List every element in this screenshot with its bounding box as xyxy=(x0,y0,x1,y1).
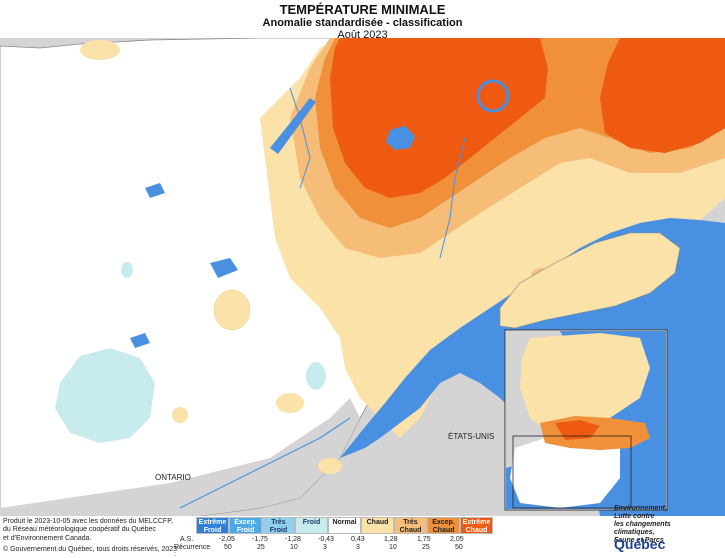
chaud-patch-sudnord xyxy=(318,458,342,474)
legend-class-3: Froid xyxy=(295,517,328,534)
credits-line-4: © Gouvernement du Québec, tous droits ré… xyxy=(3,545,178,553)
map-subtitle: Anomalie standardisée - classification xyxy=(262,17,463,29)
lake-reservoir-long xyxy=(270,98,316,154)
legend-threshold-3: -0,43 xyxy=(318,536,334,543)
legend-threshold-7: 2,05 xyxy=(450,536,464,543)
lake-west-3 xyxy=(130,333,150,348)
legend-threshold-1: -1,75 xyxy=(252,536,268,543)
ministry-name: Environnement, Lutte contre les changeme… xyxy=(614,505,671,545)
credits: Produit le 2023-10-05 avec les données d… xyxy=(3,518,177,554)
ministry-line-3: les changements xyxy=(614,521,671,528)
froid-patch-southwest xyxy=(55,348,155,443)
extreme-chaud-zone-east xyxy=(600,38,725,153)
froid-patch-south xyxy=(306,362,326,390)
chaud-patch-south xyxy=(276,393,304,413)
legend-recurrence-7: 50 xyxy=(455,544,463,551)
legend-recurrence-3: 3 xyxy=(323,544,327,551)
manicouagan-reservoir xyxy=(476,79,510,113)
river-north-1 xyxy=(289,87,311,189)
ontario-region xyxy=(0,398,360,516)
legend-recurrence-0: 50 xyxy=(224,544,232,551)
ministry-line-2: Lutte contre xyxy=(614,513,655,520)
legend-threshold-0: -2,05 xyxy=(219,536,235,543)
legend-recurrence-4: 3 xyxy=(356,544,360,551)
chaud-patch-nw xyxy=(80,40,120,60)
legend-class-2: Très Froid xyxy=(262,517,295,534)
label-etats-unis: ÉTATS-UNIS xyxy=(448,432,495,441)
legend-as-label: A.S. : xyxy=(180,536,194,550)
legend-class-6: Très Chaud xyxy=(394,517,427,534)
credits-line-1: Produit le 2023-10-05 avec les données d… xyxy=(3,518,173,525)
legend-threshold-5: 1,28 xyxy=(384,536,398,543)
quebec-logo: Québec xyxy=(614,536,666,552)
ministry-line-4: climatiques, xyxy=(614,529,655,536)
chaud-patch-sw xyxy=(172,407,188,423)
ministry-line-5: Faune et Parcs xyxy=(614,537,664,544)
legend-recurrence-5: 10 xyxy=(389,544,397,551)
legend-recurrence-2: 10 xyxy=(290,544,298,551)
legend-class-5: Chaud xyxy=(361,517,394,534)
lake-west-1 xyxy=(145,183,165,198)
gaspesie-peninsula xyxy=(499,232,681,329)
chaud-patch-west xyxy=(213,289,251,331)
title-block: TEMPÉRATURE MINIMALE Anomalie standardis… xyxy=(0,0,725,41)
anomaly-map xyxy=(0,38,725,516)
legend-threshold-4: 0,43 xyxy=(351,536,365,543)
legend-recurrence-1: 25 xyxy=(257,544,265,551)
river-north-2 xyxy=(439,137,466,259)
inset-map xyxy=(506,331,666,509)
legend-class-1: Excep. Froid xyxy=(229,517,262,534)
label-ontario: ONTARIO xyxy=(155,473,191,482)
lac-saint-jean xyxy=(386,126,415,150)
legend-threshold-2: -1,28 xyxy=(285,536,301,543)
lake-west-2 xyxy=(210,258,238,278)
legend-class-7: Excep. Chaud xyxy=(427,517,460,534)
map-title: TEMPÉRATURE MINIMALE xyxy=(279,2,446,17)
legend-class-0: Extrême Froid xyxy=(196,517,229,534)
river-ottawa xyxy=(179,417,351,509)
legend-class-4: Normal xyxy=(328,517,361,534)
legend-recurrence-6: 25 xyxy=(422,544,430,551)
ministry-line-1: Environnement, xyxy=(614,505,667,512)
froid-patch-west xyxy=(121,262,133,278)
legend-recurrence-label: Récurrence : xyxy=(174,544,211,558)
credits-line-2: du Réseau météorologique coopératif du Q… xyxy=(3,526,156,534)
legend-class-8: Extrême Chaud xyxy=(460,517,493,534)
legend-threshold-6: 1,75 xyxy=(417,536,431,543)
extreme-chaud-zone-west xyxy=(330,38,548,198)
credits-line-3: et d'Environnement Canada. xyxy=(3,534,92,542)
